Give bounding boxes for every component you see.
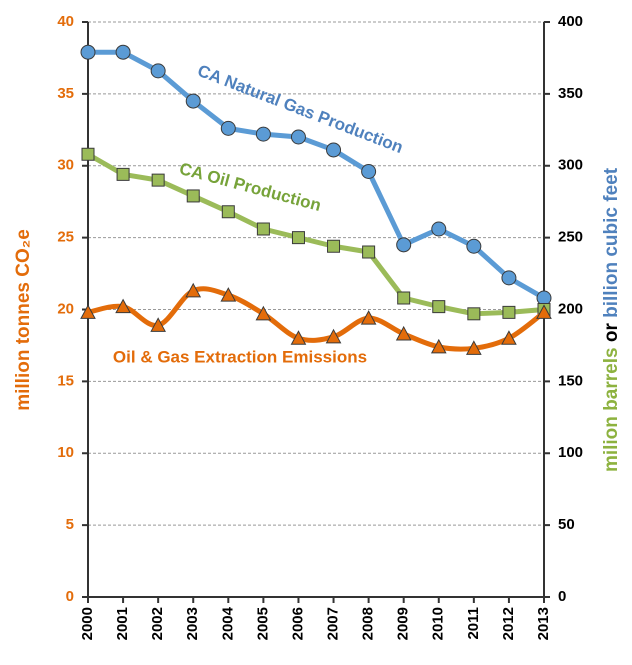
marker bbox=[150, 317, 166, 332]
marker bbox=[220, 287, 237, 302]
marker bbox=[115, 44, 131, 60]
marker bbox=[362, 245, 376, 259]
y-axis-label: million tonnes CO₂e bbox=[13, 229, 34, 411]
marker bbox=[430, 338, 447, 354]
marker bbox=[327, 239, 341, 253]
y2-tick-label: 350 bbox=[558, 85, 583, 102]
x-tick-label: 2002 bbox=[149, 607, 166, 640]
y2-tick-label: 100 bbox=[558, 444, 583, 461]
marker bbox=[220, 120, 236, 136]
marker bbox=[396, 237, 412, 253]
marker bbox=[361, 164, 377, 179]
y-tick-label: 10 bbox=[57, 444, 74, 461]
marker bbox=[360, 310, 377, 325]
y2-tick-label: 200 bbox=[558, 300, 583, 317]
marker bbox=[255, 305, 272, 321]
y2-tick-label: 250 bbox=[558, 229, 583, 246]
x-tick-label: 2005 bbox=[254, 607, 271, 640]
marker bbox=[467, 307, 481, 321]
marker bbox=[395, 325, 412, 341]
marker bbox=[290, 330, 307, 345]
x-tick-label: 2004 bbox=[219, 606, 236, 640]
x-tick-label: 2008 bbox=[360, 607, 377, 640]
marker bbox=[81, 147, 95, 161]
x-tick-label: 2012 bbox=[500, 607, 517, 640]
marker bbox=[432, 300, 446, 314]
marker bbox=[290, 129, 306, 145]
marker bbox=[291, 231, 305, 245]
marker bbox=[502, 305, 516, 319]
y2-tick-label: 300 bbox=[558, 157, 583, 174]
marker bbox=[466, 238, 482, 254]
marker bbox=[255, 126, 271, 142]
x-tick-label: 2006 bbox=[289, 607, 306, 640]
x-tick-label: 2003 bbox=[184, 607, 201, 640]
y2-tick-label: 0 bbox=[558, 588, 566, 605]
y2-axis-label: milion barrels or billion cubic feet bbox=[601, 167, 622, 472]
series-label: Oil & Gas Extraction Emissions bbox=[113, 347, 367, 366]
marker bbox=[256, 222, 270, 236]
x-tick-label: 2009 bbox=[395, 607, 412, 640]
x-tick-label: 2000 bbox=[79, 607, 96, 640]
y-tick-label: 5 bbox=[66, 516, 74, 533]
y2-label-part: billion cubic feet bbox=[601, 167, 622, 318]
x-tick-label: 2007 bbox=[325, 607, 342, 640]
marker bbox=[186, 189, 200, 203]
x-tick-label: 2011 bbox=[465, 607, 482, 640]
marker bbox=[116, 167, 130, 181]
marker bbox=[536, 290, 552, 306]
marker bbox=[151, 173, 165, 187]
y-tick-label: 40 bbox=[57, 13, 74, 30]
marker bbox=[185, 93, 201, 109]
marker bbox=[325, 328, 342, 344]
y2-tick-label: 50 bbox=[558, 516, 575, 533]
marker bbox=[150, 63, 166, 79]
marker bbox=[536, 304, 552, 319]
marker bbox=[80, 304, 96, 319]
marker bbox=[326, 142, 342, 158]
y-tick-label: 15 bbox=[57, 372, 74, 389]
marker bbox=[431, 221, 447, 237]
x-tick-label: 2013 bbox=[535, 607, 552, 640]
y2-label-part: or bbox=[601, 323, 622, 343]
y2-tick-label: 400 bbox=[558, 13, 583, 30]
marker bbox=[501, 330, 517, 345]
y-tick-label: 0 bbox=[66, 588, 74, 605]
series-label: CA Oil Production bbox=[177, 159, 323, 215]
y-tick-label: 30 bbox=[57, 157, 74, 174]
y2-label-part: milion barrels bbox=[601, 347, 622, 472]
marker bbox=[501, 270, 517, 286]
marker bbox=[80, 44, 96, 60]
y-tick-label: 25 bbox=[57, 229, 74, 246]
marker bbox=[466, 340, 482, 355]
y2-tick-label: 150 bbox=[558, 372, 583, 389]
x-tick-label: 2001 bbox=[114, 607, 131, 640]
y-tick-label: 35 bbox=[57, 85, 74, 102]
marker bbox=[115, 298, 131, 314]
marker bbox=[221, 205, 235, 219]
marker bbox=[185, 282, 202, 298]
x-tick-label: 2010 bbox=[430, 607, 447, 640]
marker bbox=[397, 291, 411, 305]
y-tick-label: 20 bbox=[57, 300, 74, 317]
